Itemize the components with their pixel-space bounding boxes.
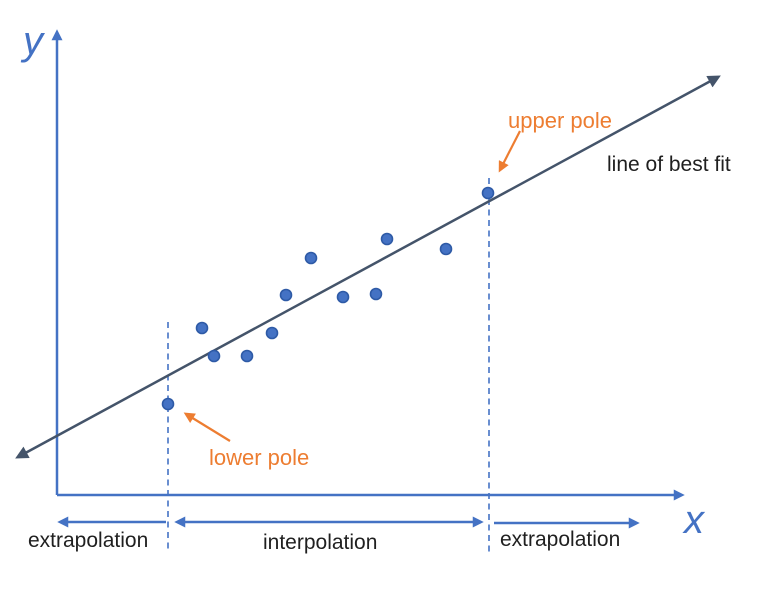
- data-point: [481, 186, 495, 200]
- x-axis-label: x: [684, 498, 704, 542]
- extrapolation-right-label: extrapolation: [500, 528, 621, 551]
- data-point: [195, 321, 209, 335]
- data-point: [380, 232, 394, 246]
- extrapolation-left-label: extrapolation: [28, 529, 149, 552]
- scatter-points-layer: [161, 186, 495, 411]
- line-of-best-fit-label: line of best fit: [607, 153, 731, 176]
- lower-pole-label: lower pole: [209, 445, 310, 470]
- data-point: [439, 242, 453, 256]
- upper-pole-label: upper pole: [508, 108, 612, 133]
- upper-pole-pointer-arrow: [498, 130, 521, 173]
- data-point: [279, 288, 293, 302]
- y-axis-label: y: [23, 19, 43, 63]
- data-point: [161, 397, 175, 411]
- data-point: [240, 349, 254, 363]
- data-point: [336, 290, 350, 304]
- interpolation-label: interpolation: [263, 531, 378, 554]
- line-of-best-fit: [15, 75, 721, 459]
- data-point: [207, 349, 221, 363]
- lower-pole-pointer-arrow: [183, 412, 231, 442]
- data-point: [265, 326, 279, 340]
- data-point: [369, 287, 383, 301]
- data-point: [304, 251, 318, 265]
